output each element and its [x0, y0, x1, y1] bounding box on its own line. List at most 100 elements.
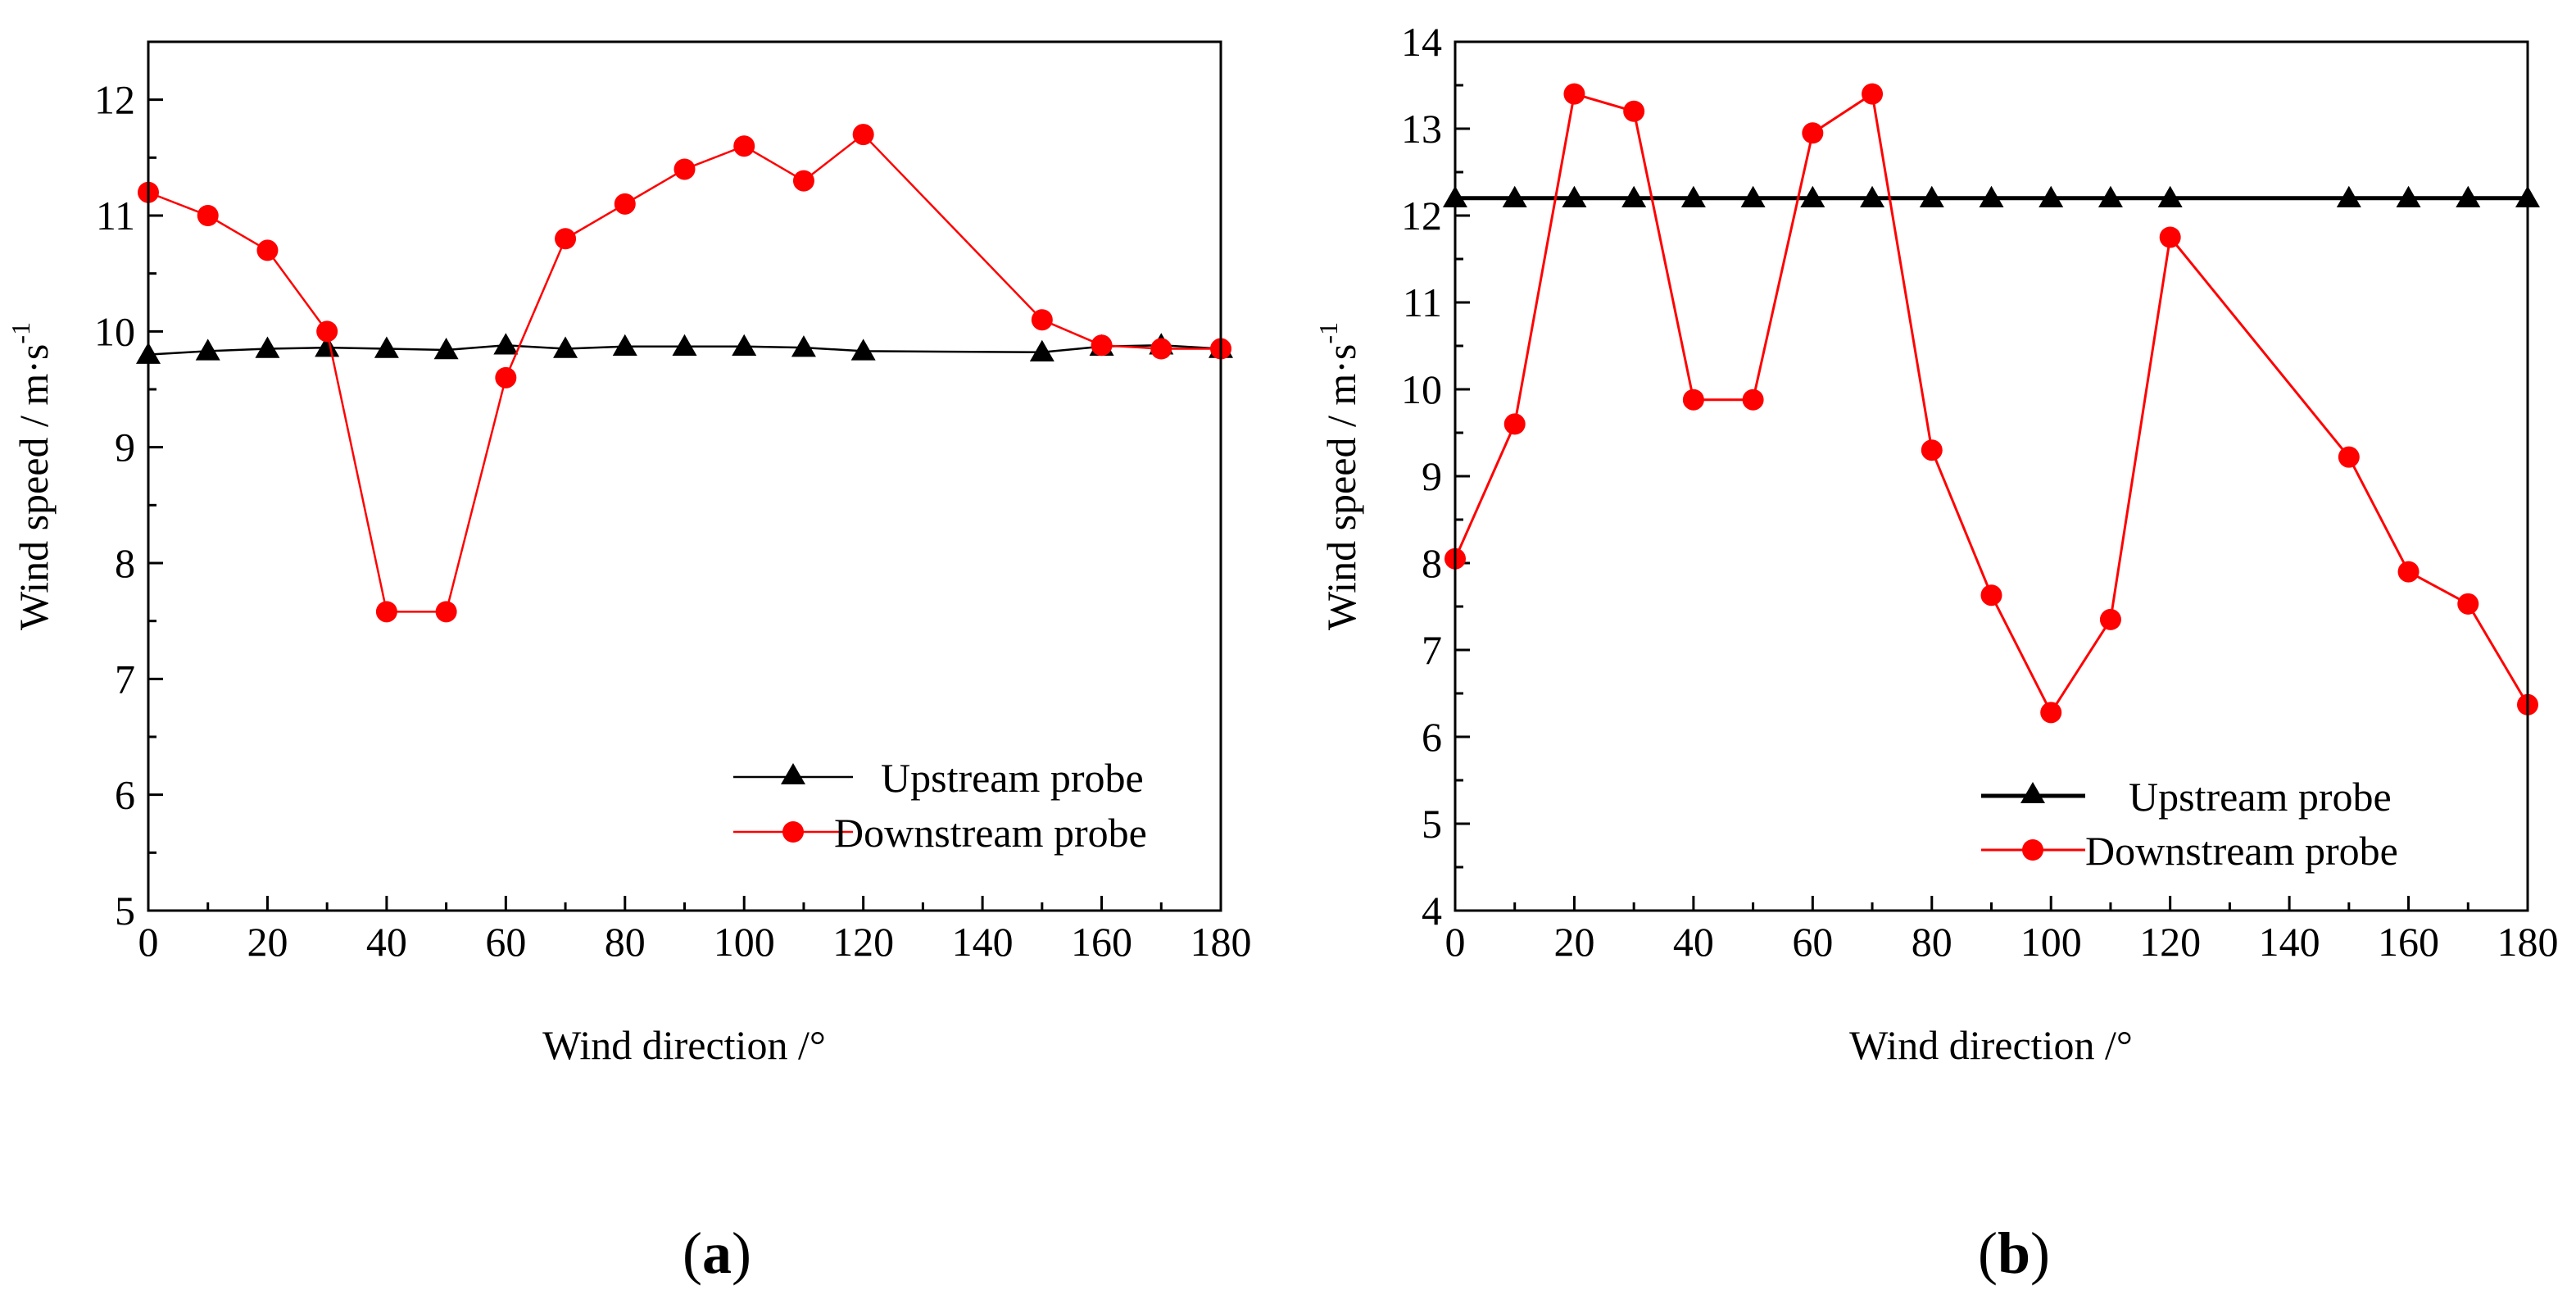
upstream-point-b-60 [1800, 185, 1825, 208]
legend-a: Upstream probe Downstream probe [733, 755, 1147, 856]
y-axis-title-main-b: Wind speed / m·s [1318, 344, 1364, 630]
plot-frame-b [1454, 40, 2529, 912]
downstream-point-a-100 [733, 135, 755, 157]
downstream-point-b-30 [1623, 100, 1645, 122]
upstream-point-b-160 [2396, 185, 2421, 208]
upstream-point-a-10 [195, 338, 220, 361]
legend-label-downstream-b: Downstream probe [2085, 828, 2398, 874]
downstream-point-b-20 [1563, 83, 1585, 105]
y-tick-label-b-10: 10 [1401, 366, 1442, 412]
downstream-point-b-70 [1862, 83, 1884, 105]
x-tick-label-b-60: 60 [1792, 919, 1833, 965]
upstream-point-a-70 [553, 336, 578, 358]
x-tick-label-b-0: 0 [1445, 919, 1466, 965]
upstream-point-b-90 [1979, 185, 2004, 208]
y-tick-label-b-9: 9 [1422, 453, 1442, 499]
upstream-point-b-100 [2039, 185, 2064, 208]
x-tick-label-a-60: 60 [485, 919, 526, 965]
x-tick-label-b-100: 100 [2020, 919, 2082, 965]
y-axis-title-sup-b: -1 [1313, 322, 1343, 344]
downstream-point-a-120 [852, 124, 874, 146]
downstream-point-a-50 [435, 601, 457, 623]
y-tick-label-a-12: 12 [94, 77, 135, 123]
y-tick-label-a-9: 9 [115, 425, 135, 470]
x-axis-title-b: Wind direction /° [1849, 1022, 2133, 1068]
x-axis-title-a: Wind direction /° [542, 1022, 826, 1068]
upstream-point-b-70 [1860, 185, 1885, 208]
y-axis-title-b: Wind speed / m·s-1 [1313, 322, 1364, 630]
y-tick-label-a-8: 8 [115, 540, 135, 586]
x-tick-label-b-80: 80 [1912, 919, 1952, 965]
x-tick-label-a-20: 20 [247, 919, 288, 965]
y-tick-label-b-7: 7 [1422, 627, 1442, 673]
legend-marker-downstream-a [782, 821, 804, 843]
x-tick-label-b-20: 20 [1553, 919, 1594, 965]
x-tick-label-a-0: 0 [138, 919, 159, 965]
x-tick-label-a-80: 80 [605, 919, 646, 965]
downstream-point-a-30 [316, 320, 338, 343]
upstream-point-b-50 [1740, 185, 1766, 208]
downstream-point-a-80 [614, 193, 636, 215]
y-tick-label-a-6: 6 [115, 772, 135, 818]
x-tick-label-a-140: 140 [952, 919, 1014, 965]
chart-panel-b: 0 20 40 60 80 100 120 140 160 180 4 5 6 7 8 9 10 11 12 13 14… [1313, 19, 2559, 1286]
y-tick-label-b-4: 4 [1422, 888, 1442, 934]
downstream-point-b-50 [1742, 388, 1764, 411]
y-axis-title-sup-a: -1 [6, 322, 35, 344]
upstream-point-b-10 [1502, 185, 1527, 208]
y-tick-label-a-7: 7 [115, 656, 135, 702]
y-tick-label-b-6: 6 [1422, 714, 1442, 760]
upstream-point-b-170 [2456, 185, 2481, 208]
upstream-point-a-60 [493, 333, 519, 355]
upstream-point-a-40 [374, 336, 399, 358]
panel-label-a-close: ) [732, 1220, 751, 1286]
x-tick-label-a-120: 120 [832, 919, 894, 965]
panel-label-b-close: ) [2030, 1220, 2050, 1286]
downstream-point-b-170 [2457, 593, 2479, 615]
downstream-point-a-160 [1091, 334, 1113, 357]
y-tick-label-a-11: 11 [96, 193, 135, 239]
upstream-point-b-80 [1919, 185, 1944, 208]
upstream-point-a-50 [433, 337, 459, 360]
downstream-point-a-150 [1031, 309, 1053, 331]
y-tick-label-b-8: 8 [1422, 540, 1442, 586]
upstream-point-b-20 [1562, 185, 1587, 208]
downstream-point-a-90 [673, 158, 696, 180]
upstream-point-a-30 [315, 335, 340, 357]
x-tick-label-a-180: 180 [1190, 919, 1252, 965]
downstream-point-a-40 [375, 601, 397, 623]
upstream-point-b-120 [2157, 185, 2183, 208]
x-tick-label-b-40: 40 [1673, 919, 1714, 965]
downstream-point-b-40 [1682, 388, 1704, 411]
downstream-point-b-110 [2099, 608, 2121, 630]
upstream-point-a-120 [850, 338, 876, 361]
legend-label-upstream-b: Upstream probe [2129, 774, 2392, 820]
x-tick-label-b-120: 120 [2139, 919, 2201, 965]
y-tick-label-b-13: 13 [1401, 106, 1442, 152]
upstream-point-b-40 [1680, 185, 1706, 208]
downstream-point-b-10 [1503, 413, 1526, 435]
legend-label-upstream-a: Upstream probe [881, 755, 1144, 801]
downstream-point-b-100 [2040, 702, 2062, 724]
y-tick-label-b-11: 11 [1403, 279, 1442, 325]
legend-marker-downstream-b [2022, 839, 2043, 861]
legend-marker-upstream-b [2020, 782, 2045, 803]
downstream-point-b-60 [1802, 122, 1824, 144]
panel-label-b: (b) [1978, 1220, 2050, 1286]
downstream-point-a-170 [1150, 338, 1172, 360]
y-tick-label-a-5: 5 [115, 888, 135, 934]
upstream-point-b-30 [1621, 185, 1647, 208]
x-tick-label-b-140: 140 [2259, 919, 2320, 965]
upstream-point-a-90 [672, 334, 697, 356]
plot-frame-a [147, 40, 1222, 912]
panel-label-a-open: ( [683, 1220, 702, 1286]
panel-label-b-open: ( [1978, 1220, 1998, 1286]
y-axis-title-a: Wind speed / m·s-1 [6, 322, 57, 630]
legend-marker-upstream-a [781, 763, 805, 784]
downstream-point-b-120 [2159, 226, 2181, 248]
downstream-point-a-70 [555, 228, 577, 250]
upstream-point-a-20 [255, 336, 280, 358]
x-tick-label-a-160: 160 [1071, 919, 1132, 965]
